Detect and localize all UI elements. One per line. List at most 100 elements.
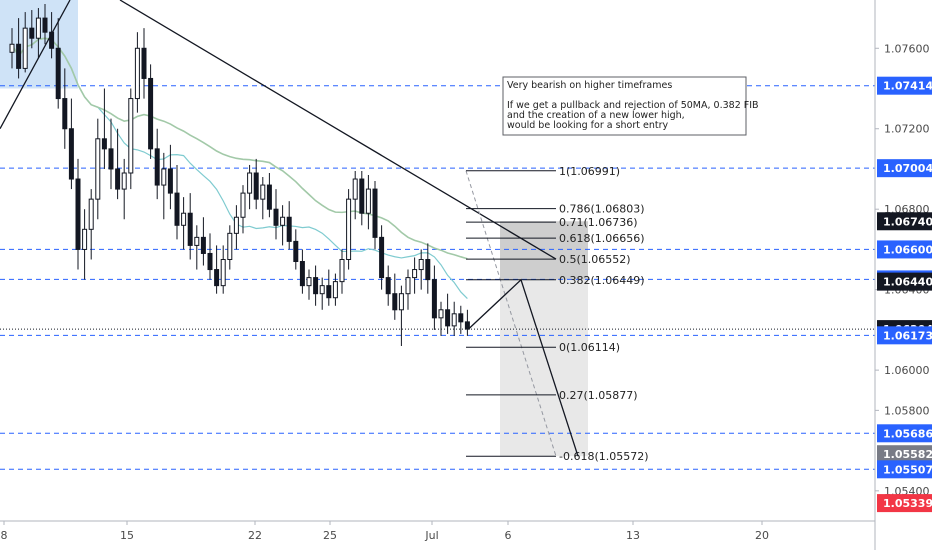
candle-body	[108, 148, 114, 170]
fib-level-label: 0.786(1.06803)	[559, 203, 645, 216]
target-zone	[500, 279, 588, 457]
candles-layer	[9, 4, 470, 346]
candle-body	[326, 285, 332, 299]
x-tick-label: 22	[248, 529, 262, 542]
x-tick-label: 8	[1, 529, 8, 542]
candle-body	[464, 321, 470, 330]
price-tag-label: 1.05507	[883, 463, 932, 476]
price-axis[interactable]: 1.076001.072001.068001.064001.060001.058…	[874, 0, 932, 550]
candle-body	[194, 236, 200, 246]
x-tick-label: 20	[755, 529, 769, 542]
y-tick-label: 1.05800	[884, 404, 930, 417]
candle-body	[359, 178, 365, 214]
candle-body	[431, 279, 437, 319]
candle-body	[42, 17, 48, 33]
x-tick-label: 25	[323, 529, 337, 542]
candle-body	[379, 236, 385, 279]
price-tag-label: 1.07004	[883, 162, 932, 175]
projection-path	[467, 278, 579, 457]
price-tag	[877, 76, 932, 95]
candle-body	[339, 258, 345, 283]
candle-body	[75, 178, 81, 250]
moving-averages-layer	[11, 37, 468, 299]
candle-body	[293, 240, 299, 263]
candle-body	[9, 43, 15, 53]
fib-level-label: 0.618(1.06656)	[559, 232, 645, 245]
price-tag	[877, 494, 932, 513]
moving-average-slow	[11, 37, 468, 260]
candle-body	[220, 258, 226, 287]
candle-body	[227, 232, 233, 260]
candle-body	[200, 236, 206, 254]
projection-layer	[467, 278, 579, 457]
candle-body	[247, 172, 253, 194]
candle-body	[148, 77, 154, 150]
candle-body	[141, 47, 147, 79]
fib-diagonal	[465, 170, 557, 457]
position-box-layer	[500, 221, 588, 457]
price-tag	[877, 159, 932, 178]
candle-body	[398, 293, 404, 311]
price-tag	[877, 326, 932, 345]
price-tag	[877, 212, 932, 231]
fib-level-label: 0.5(1.06552)	[559, 253, 631, 266]
candle-body	[365, 188, 371, 214]
stop-zone	[500, 221, 588, 280]
trendlines-layer	[0, 0, 557, 260]
price-tag	[877, 460, 932, 479]
candle-body	[346, 198, 352, 260]
y-tick-label: 1.07200	[884, 123, 930, 136]
candle-body	[29, 27, 35, 39]
y-tick-label: 1.07600	[884, 42, 930, 55]
candle-body	[128, 98, 134, 174]
candle-body	[385, 277, 391, 295]
annotation-line: If we get a pullback and rejection of 50…	[507, 100, 759, 111]
price-tag	[877, 445, 932, 464]
candle-body	[154, 148, 160, 186]
candle-body	[418, 258, 424, 271]
candle-body	[167, 168, 173, 194]
price-tag-label: 1.06440	[883, 276, 932, 289]
candle-body	[260, 184, 266, 200]
candle-body	[425, 258, 431, 281]
annotation-box: Very bearish on higher timeframes If we …	[502, 76, 759, 136]
x-tick-label: 15	[120, 529, 134, 542]
candle-body	[273, 208, 279, 226]
candle-body	[35, 17, 41, 39]
fib-level-label: -0.618(1.05572)	[559, 450, 649, 463]
price-tag	[877, 424, 932, 443]
candle-body	[68, 128, 74, 180]
candle-body	[121, 172, 127, 190]
candle-body	[161, 168, 167, 186]
price-tag	[877, 272, 932, 291]
time-axis[interactable]: 8 15 22 25 Jul 6 13 20	[0, 520, 875, 542]
candle-body	[22, 27, 28, 69]
candle-body	[319, 285, 325, 295]
candle-body	[88, 198, 94, 230]
candle-body	[95, 138, 101, 200]
candle-body	[240, 192, 246, 218]
fibonacci-layer: 1(1.06991) 0.786(1.06803)0.71(1.06736) 0.6…	[465, 165, 649, 463]
price-tag-label: 1.06173	[883, 329, 932, 342]
price-tag-label: 1.06600	[883, 243, 932, 256]
candle-body	[266, 184, 272, 210]
candle-body	[233, 216, 239, 234]
fib-level-label: 0.71(1.06736)	[559, 216, 638, 229]
candle-body	[392, 293, 398, 311]
candle-body	[438, 309, 444, 319]
candle-body	[372, 188, 378, 238]
price-tag-label: 1.06740	[883, 215, 932, 228]
candle-body	[101, 138, 107, 150]
candle-body	[134, 47, 140, 100]
fib-level-label: 0.27(1.05877)	[559, 389, 638, 402]
candle-body	[174, 192, 180, 226]
x-tick-label: 13	[626, 529, 640, 542]
candle-body	[207, 252, 213, 271]
candle-body	[62, 98, 68, 130]
annotation-line: and the creation of a new lower high,	[507, 110, 685, 121]
trendline-down	[119, 0, 557, 260]
price-tag	[877, 240, 932, 259]
price-tag-label: 1.05686	[883, 427, 932, 440]
